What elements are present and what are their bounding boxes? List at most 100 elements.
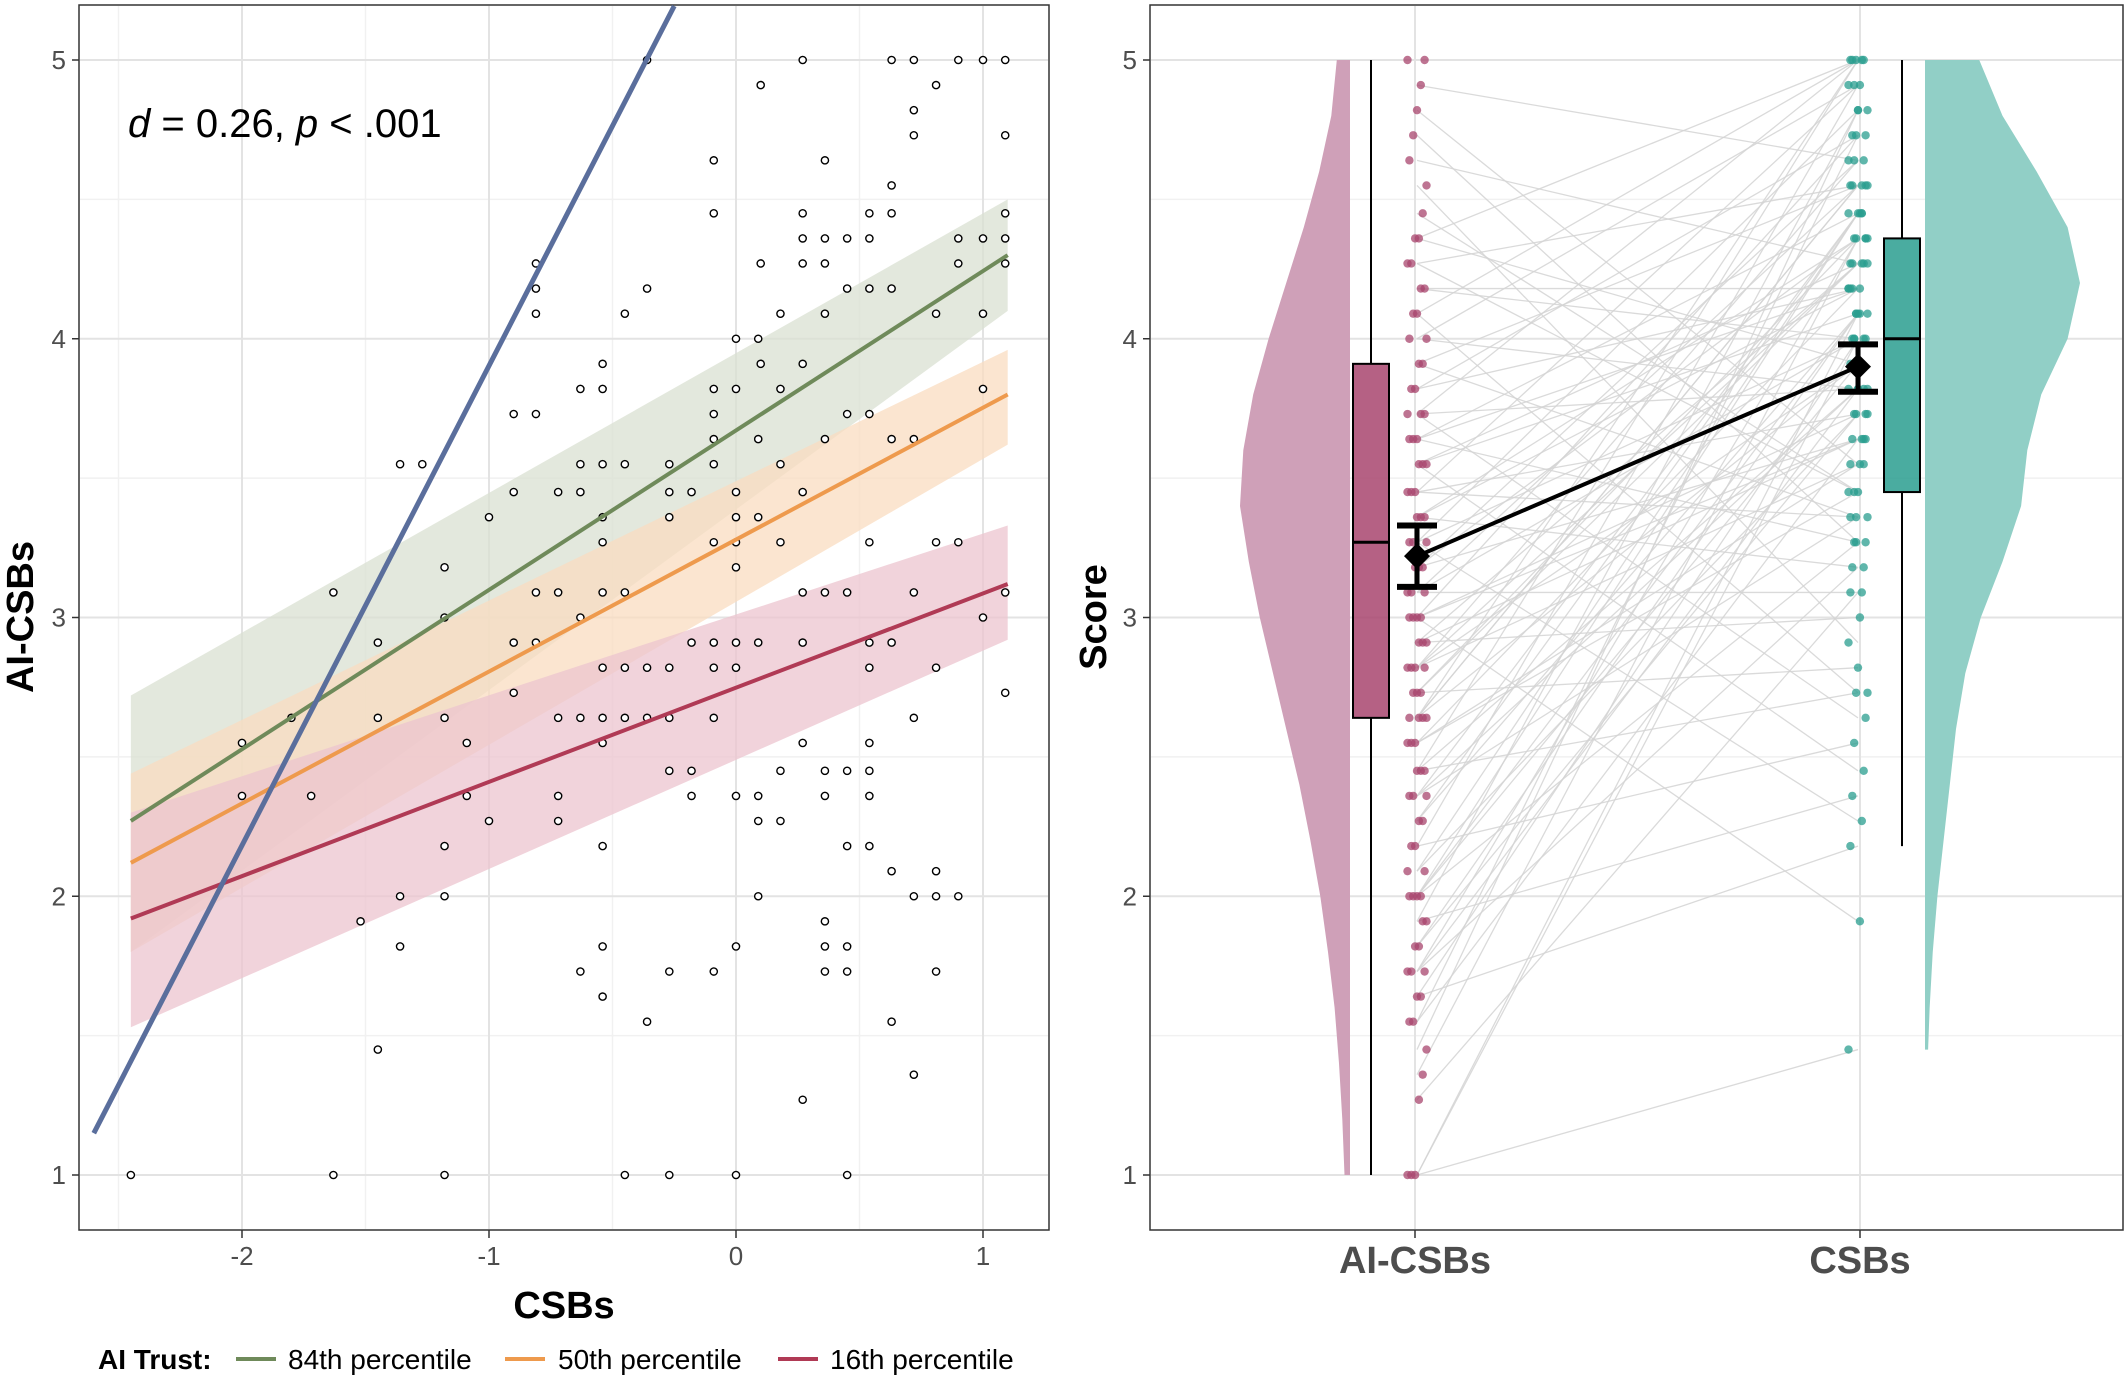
annotation-d-text: = 0.26, [150,102,296,146]
data-point [237,791,247,801]
raw-point-ai-csbs [1407,259,1416,268]
mean-diamond [1845,353,1871,380]
data-point [776,384,785,394]
data-point [954,259,963,268]
data-point [820,309,830,318]
data-point [931,663,941,672]
paired-line [1416,313,1859,465]
data-point [709,409,719,419]
data-point [820,156,830,165]
regression-line [129,253,1009,823]
data-point [753,816,763,826]
raw-point-ai-csbs [1422,334,1431,343]
raw-point-csbs [1857,209,1867,218]
legend-label-16th: 16th percentile [830,1344,1014,1375]
data-point [820,766,830,776]
data-point [576,967,585,976]
data-point [753,791,763,801]
data-point [576,384,585,394]
data-point [842,1170,852,1180]
x-tick-label: 0 [729,1241,743,1271]
data-point [373,638,383,647]
raw-point-csbs [1850,738,1859,748]
raw-point-csbs [1848,563,1857,572]
raw-point-csbs [1846,841,1855,851]
data-point [531,409,541,419]
data-point [954,55,963,65]
raw-point-csbs [1846,259,1855,268]
paired-line [1416,363,1859,518]
data-point [329,1170,338,1180]
data-point [1000,234,1010,243]
data-point [753,434,763,444]
data-point [753,638,763,647]
raw-point-csbs [1851,688,1861,697]
density-cloud-csbs [1925,60,2080,1050]
left-tick-labels: -2 -1 0 1 1 2 3 4 5 [52,45,991,1271]
raw-point-csbs [1863,688,1872,697]
paired-line [1416,388,1859,772]
data-point [531,588,541,597]
legend-label-84th: 84th percentile [288,1344,472,1375]
paired-line [1416,541,1859,897]
data-point [731,487,741,497]
data-point [642,663,652,672]
data-point [418,459,427,469]
y-tick-label: 1 [1123,1160,1137,1190]
x-tick-label: -1 [477,1241,500,1271]
raw-point-ai-csbs [1410,738,1420,748]
data-point [776,309,785,318]
raw-point-csbs [1850,80,1859,90]
raw-point-csbs [1861,334,1870,343]
data-point [978,613,988,622]
raw-point-csbs [1848,284,1857,293]
data-point [709,967,719,976]
data-point [731,384,741,394]
paired-line [1416,212,1859,493]
data-point [865,791,874,801]
data-point [798,738,807,748]
paired-line [1416,413,1859,719]
data-point [909,588,919,597]
data-point [753,334,763,344]
data-point [731,512,741,522]
data-point [462,738,472,748]
raw-point-ai-csbs [1414,942,1424,951]
raw-point-ai-csbs [1420,512,1429,522]
data-point [531,284,541,293]
paired-line [1416,262,1859,493]
data-point [887,1017,896,1026]
raw-point-csbs [1848,791,1857,801]
paired-line [1416,338,1859,1176]
data-point [731,638,741,647]
data-point [909,891,919,901]
data-point [642,284,652,293]
raw-point-csbs [1844,1045,1853,1054]
data-point [909,55,919,65]
data-point [1000,55,1010,65]
raw-point-ai-csbs [1405,156,1414,165]
raw-point-ai-csbs [1418,1070,1427,1079]
right-y-axis-title: Score [1073,564,1115,670]
data-point [776,816,785,826]
legend-title: AI Trust: [98,1344,212,1375]
right-panel: 1 2 3 4 5 AI-CSBs CSBs Score [1073,4,2124,1282]
raw-point-ai-csbs [1412,309,1422,318]
data-point [909,130,919,140]
data-point [709,537,719,547]
paired-line [1416,159,1859,265]
raw-point-ai-csbs [1409,791,1418,801]
paired-line [1416,184,1859,265]
paired-line [1416,616,1859,922]
data-point [731,1170,741,1180]
raw-point-csbs [1851,409,1861,419]
data-point [865,841,874,851]
raw-point-csbs [1861,234,1870,243]
data-point [598,588,607,597]
raw-point-ai-csbs [1420,766,1429,776]
data-point [842,409,852,419]
data-point [865,284,874,293]
data-point [665,459,674,469]
data-point [842,234,852,243]
raw-point-csbs [1861,713,1870,723]
